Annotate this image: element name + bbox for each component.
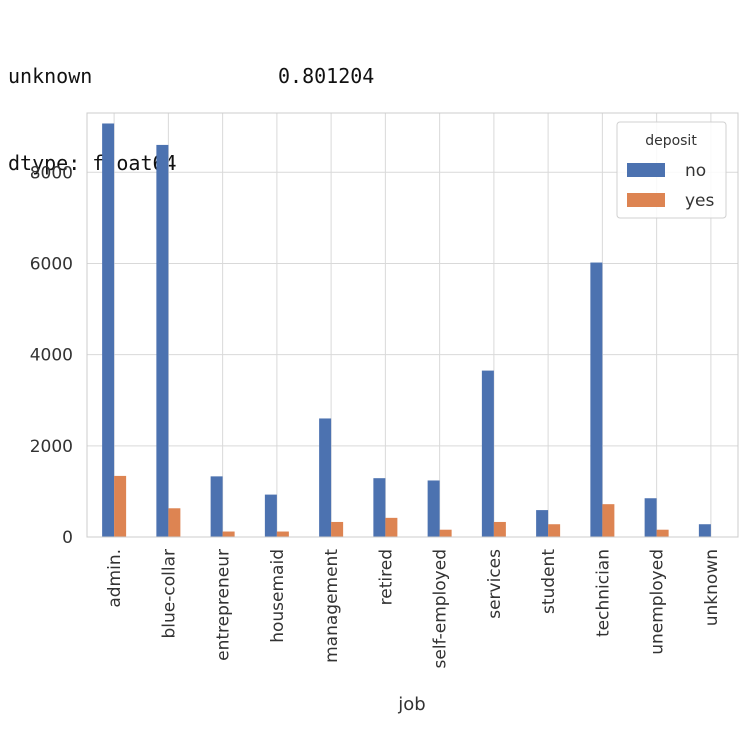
bar-yes (493, 521, 506, 537)
console-key: unknown (8, 64, 93, 88)
x-tick-label: technician (593, 549, 613, 637)
bar-yes (114, 475, 127, 537)
x-axis-title: job (397, 694, 425, 715)
bars-layer (102, 123, 723, 537)
y-tick-label: 6000 (30, 254, 73, 274)
y-tick-label: 2000 (30, 437, 73, 457)
bar-yes (548, 524, 561, 537)
x-tick-label: management (322, 549, 342, 663)
bar-no (264, 494, 277, 537)
legend-label-yes: yes (685, 191, 715, 211)
y-tick-label: 0 (62, 528, 73, 548)
x-tick-label: services (485, 549, 505, 619)
x-tick-labels: admin. blue-collar entrepreneur housemaid ma… (105, 549, 722, 669)
y-tick-label: 4000 (30, 346, 73, 366)
bar-no (210, 476, 223, 537)
bar-yes (331, 521, 344, 537)
x-tick-label: retired (376, 549, 396, 605)
bar-yes (385, 517, 398, 537)
x-tick-label: housemaid (268, 549, 288, 643)
x-tick-label: unknown (702, 549, 722, 626)
y-tick-label: 8000 (30, 163, 73, 183)
bar-yes (276, 531, 289, 537)
x-tick-label: blue-collar (159, 549, 179, 638)
y-tick-labels: 0 2000 4000 6000 8000 (30, 163, 73, 548)
x-tick-label: entrepreneur (214, 549, 234, 661)
bar-no (481, 370, 494, 537)
bar-yes (168, 508, 181, 537)
legend-label-no: no (685, 161, 706, 181)
bar-yes (656, 529, 669, 537)
bar-no (373, 478, 386, 537)
bar-no (319, 418, 332, 537)
bar-no (427, 480, 440, 537)
bar-yes (222, 531, 235, 537)
bar-no (102, 123, 115, 537)
legend: deposit no yes (616, 121, 727, 219)
bar-yes (602, 504, 615, 537)
bar-no (698, 524, 711, 537)
x-tick-label: admin. (105, 549, 125, 608)
legend-swatch-yes (627, 193, 665, 207)
plot-frame (86, 112, 739, 538)
console-line: unknown 0.801204 (8, 62, 374, 91)
bar-no (644, 498, 657, 537)
bar-yes (439, 529, 452, 537)
x-tick-label: student (539, 549, 559, 614)
bar-no (156, 144, 169, 537)
legend-swatch-no (627, 163, 665, 177)
x-tick-label: unemployed (648, 549, 668, 655)
bar-no (590, 262, 603, 537)
console-value: 0.801204 (278, 64, 375, 88)
bar-no (536, 510, 549, 537)
x-tick-label: self-employed (431, 549, 451, 668)
legend-title: deposit (645, 133, 697, 149)
